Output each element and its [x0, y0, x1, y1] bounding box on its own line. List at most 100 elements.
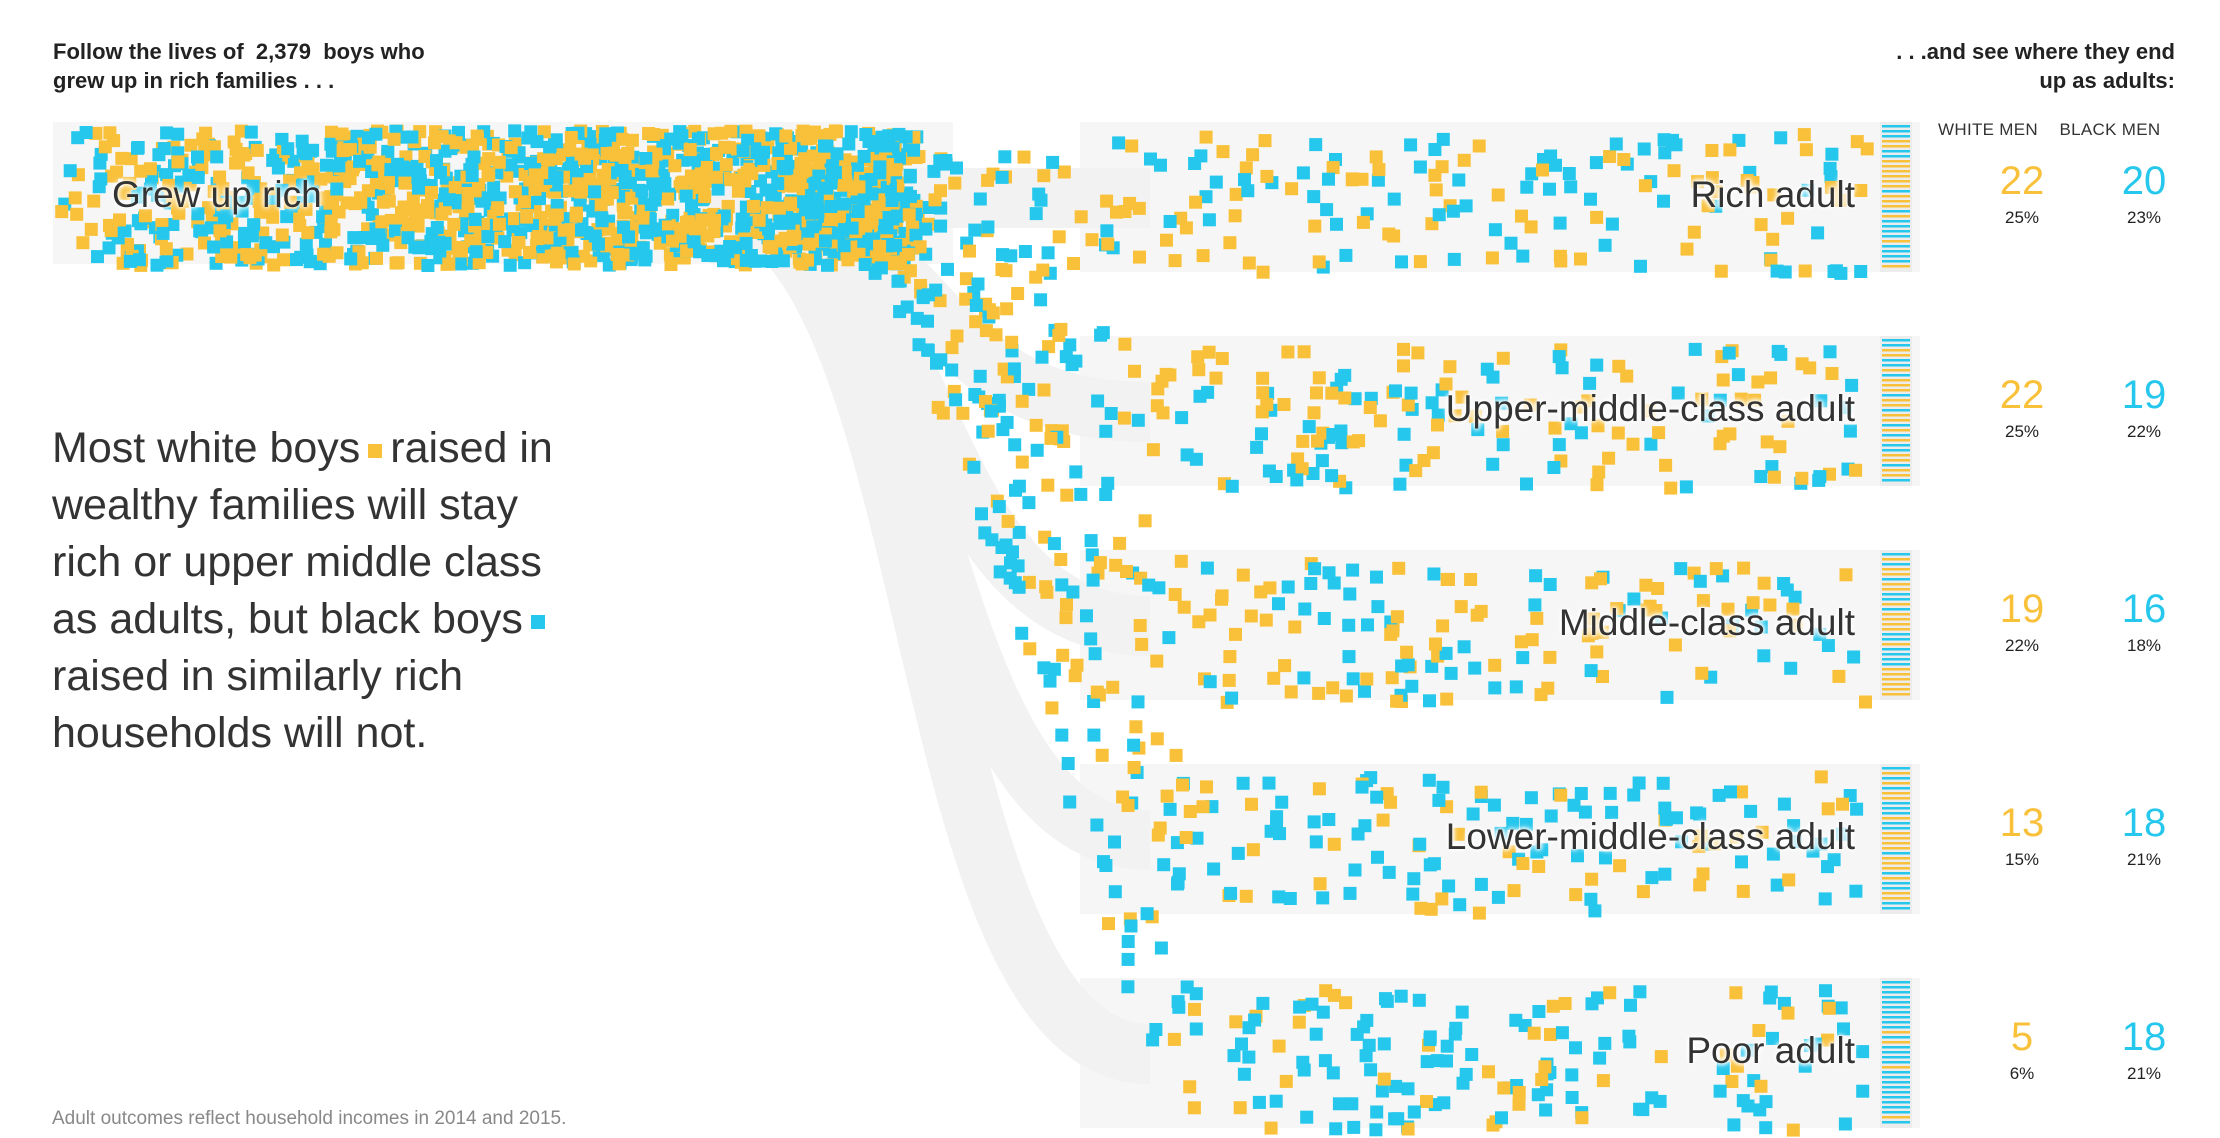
person-dot	[1834, 266, 1848, 280]
person-dot	[617, 220, 631, 234]
person-dot	[981, 173, 995, 187]
tally-line	[1882, 882, 1910, 885]
tally-line	[1882, 359, 1910, 362]
person-dot	[1496, 424, 1510, 438]
person-dot	[1042, 340, 1056, 354]
person-dot	[1754, 218, 1768, 232]
tally-line	[1882, 140, 1910, 143]
tally-line	[1882, 1086, 1910, 1089]
person-dot	[434, 166, 447, 179]
person-dot	[852, 180, 866, 194]
person-dot	[934, 353, 948, 367]
person-dot	[715, 126, 729, 140]
tally-line	[1882, 429, 1910, 432]
person-dot	[1741, 1099, 1755, 1113]
person-dot	[1358, 684, 1371, 698]
person-dot	[1163, 215, 1177, 228]
person-dot	[1326, 161, 1340, 175]
person-dot	[1284, 685, 1298, 699]
person-dot	[1223, 236, 1237, 250]
tally-line	[1882, 618, 1910, 621]
person-dot	[455, 240, 468, 254]
person-dot	[984, 404, 998, 418]
person-dot	[470, 129, 484, 143]
tally-line	[1882, 230, 1910, 233]
person-dot	[1457, 640, 1471, 654]
person-dot	[1535, 1073, 1549, 1086]
person-dot	[851, 205, 865, 218]
tally-line	[1882, 349, 1910, 352]
person-dot	[191, 171, 205, 184]
person-dot	[648, 186, 662, 200]
person-dot	[1392, 561, 1406, 575]
tally-line	[1882, 812, 1910, 815]
person-dot	[1127, 761, 1141, 774]
person-dot	[1598, 238, 1612, 252]
header-left-suffix: boys who	[323, 39, 425, 64]
person-dot	[1102, 917, 1115, 931]
person-dot	[487, 180, 501, 194]
person-dot	[635, 167, 649, 181]
person-dot	[1063, 338, 1077, 352]
person-dot	[1004, 556, 1017, 570]
person-dot	[103, 126, 117, 140]
person-dot	[645, 164, 659, 178]
person-dot	[252, 194, 266, 208]
tally-line	[1882, 872, 1910, 875]
person-dot	[1833, 193, 1847, 207]
person-dot	[1302, 420, 1316, 434]
person-dot	[524, 125, 538, 139]
person-dot	[1436, 780, 1450, 794]
person-dot	[668, 159, 682, 173]
person-dot	[1361, 618, 1374, 632]
person-dot	[180, 247, 194, 261]
person-dot	[1659, 458, 1673, 472]
tally-line	[1882, 135, 1910, 138]
person-dot	[1203, 675, 1217, 689]
person-dot	[1446, 204, 1460, 218]
person-dot	[1766, 232, 1780, 246]
person-dot	[1763, 991, 1777, 1005]
tally-line	[1882, 150, 1910, 153]
person-dot	[1448, 409, 1462, 423]
person-dot	[1834, 1001, 1848, 1015]
person-dot	[1172, 867, 1186, 881]
person-dot	[1189, 195, 1203, 209]
person-dot	[1845, 378, 1859, 392]
person-dot	[1272, 1039, 1286, 1053]
person-dot	[1090, 818, 1104, 832]
person-dot	[1167, 1032, 1181, 1046]
person-dot	[1056, 648, 1070, 662]
person-dot	[995, 170, 1009, 184]
person-dot	[1766, 847, 1780, 861]
person-dot	[369, 127, 383, 141]
person-dot	[995, 541, 1009, 554]
person-dot	[1695, 392, 1709, 406]
person-dot	[1192, 363, 1206, 377]
person-dot	[1639, 578, 1653, 592]
annotation-part1: Most white boys	[52, 424, 361, 472]
person-dot	[324, 214, 338, 228]
tally-line	[1882, 563, 1910, 566]
tally-line	[1882, 787, 1910, 790]
person-dot	[314, 172, 328, 186]
header-left-prefix: Follow the lives of	[53, 39, 244, 64]
person-dot	[207, 140, 221, 154]
person-dot	[480, 246, 494, 259]
person-dot	[1043, 674, 1057, 688]
header-right-line1: . . .and see where they end	[1896, 39, 2175, 64]
tally-line	[1882, 240, 1910, 243]
tally-line	[1882, 205, 1910, 208]
person-dot	[1041, 246, 1055, 260]
person-dot	[1225, 479, 1239, 493]
person-dot	[1636, 885, 1650, 899]
person-dot	[619, 206, 633, 220]
person-dot	[1649, 604, 1663, 617]
person-dot	[1451, 827, 1465, 841]
person-dot	[1074, 210, 1088, 224]
person-dot	[1716, 373, 1730, 387]
person-dot	[425, 186, 438, 199]
person-dot	[1258, 134, 1272, 148]
person-dot	[1297, 345, 1311, 359]
tally-line	[1882, 772, 1910, 775]
